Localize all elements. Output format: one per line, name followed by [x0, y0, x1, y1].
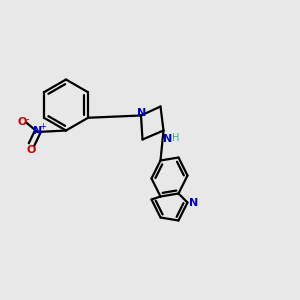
Text: N: N — [137, 108, 146, 118]
Text: H: H — [172, 133, 179, 143]
Text: O: O — [18, 117, 27, 128]
Text: +: + — [40, 122, 46, 131]
Text: N: N — [33, 126, 42, 136]
Text: O: O — [27, 145, 36, 155]
Text: -: - — [26, 114, 29, 124]
Text: N: N — [164, 134, 172, 145]
Text: N: N — [189, 197, 198, 208]
